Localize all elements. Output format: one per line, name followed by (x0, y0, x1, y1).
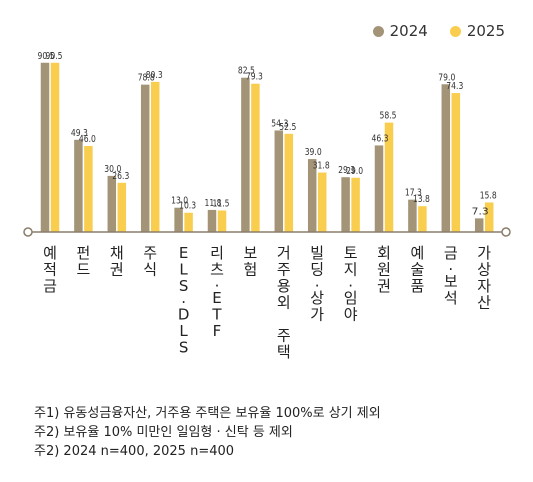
value-label-2024-9: 29.3 (338, 165, 355, 176)
value-label-2024-3: 78.8 (138, 73, 155, 84)
category-label-5: 리 츠 · E T F (210, 244, 224, 340)
value-label-2024-4: 13.0 (171, 196, 188, 207)
bar-2024-3 (140, 84, 150, 232)
category-label-12: 금 · 보 석 (444, 244, 458, 307)
category-label-9: 토 지 · 임 야 (344, 244, 358, 324)
value-label-2024-10: 46.3 (372, 133, 389, 144)
footnote-1: 주1) 유동성금융자산, 거주용 주택은 보유율 100%로 상기 제외 (34, 406, 381, 421)
value-label-2025-0: 90.5 (46, 51, 63, 62)
value-label-2024-7: 54.3 (271, 118, 288, 129)
bar-2025-2 (117, 182, 127, 232)
footnotes: 주1) 유동성금융자산, 거주용 주택은 보유율 100%로 상기 제외 주2)… (34, 404, 381, 461)
value-label-2024-11: 17.3 (405, 188, 422, 199)
bar-2025-4 (184, 212, 193, 232)
bar-2025-5 (217, 210, 227, 233)
value-label-2024-12: 79.0 (438, 72, 455, 83)
legend-swatch-2024 (372, 25, 384, 37)
category-label-8: 빌 딩 · 상 가 (310, 244, 324, 324)
bar-2025-3 (150, 81, 160, 232)
bar-2025-6 (251, 83, 260, 233)
bar-2024-0 (40, 62, 50, 233)
bar-2024-8 (307, 159, 317, 232)
legend-item-2025: 2025 (449, 22, 505, 40)
footnote-2: 주2) 보유율 10% 미만인 일임형 · 신탁 등 제외 (34, 425, 293, 440)
bar-2024-6 (241, 77, 250, 232)
bar-2024-9 (341, 177, 350, 232)
value-label-2025-2: 26.3 (112, 171, 129, 182)
bar-2025-11 (418, 206, 427, 232)
bar-2025-8 (317, 172, 327, 232)
value-label-2025-7: 52.5 (279, 122, 296, 133)
category-label-4: E L S · D L S (178, 244, 190, 357)
bar-2025-10 (384, 122, 394, 232)
bar-2025-12 (451, 93, 461, 232)
bar-2024-2 (107, 175, 117, 232)
value-label-2025-5: 11.5 (213, 199, 230, 210)
value-label-2024-2: 30.0 (104, 164, 121, 175)
value-label-2024-0: 90.5 (38, 51, 55, 62)
value-label-2025-12: 74.3 (446, 81, 463, 92)
value-label-2025-8: 31.8 (313, 161, 330, 172)
value-label-2025-4: 10.3 (179, 201, 196, 212)
value-label-2025-6: 79.3 (246, 72, 263, 83)
chart-legend: 2024 2025 (372, 22, 505, 40)
bar-2025-0 (50, 62, 60, 233)
bar-2024-12 (441, 84, 451, 233)
value-label-2025-3: 80.3 (146, 70, 163, 81)
legend-label-2025: 2025 (466, 22, 505, 40)
value-label-2025-11: 13.8 (413, 194, 430, 205)
axis-left-cap (23, 227, 33, 237)
bar-2025-7 (284, 133, 294, 232)
value-label-2025-13: 15.8 (480, 190, 497, 201)
bar-chart: 90.590.5 49.346.0 30.026.3 78.880.3 13.010.3… (23, 51, 511, 361)
bar-2025-13 (484, 202, 494, 232)
value-label-2024-1: 49.3 (71, 128, 88, 139)
bar-2024-13 (474, 218, 484, 232)
legend-item-2024: 2024 (372, 22, 428, 40)
bar-2024-7 (274, 130, 284, 232)
bar-2025-9 (351, 177, 360, 232)
legend-label-2024: 2024 (389, 22, 428, 40)
value-label-2025-10: 58.5 (380, 111, 397, 122)
bar-2024-5 (207, 209, 217, 232)
bar-2024-4 (174, 207, 183, 232)
value-label-2024-8: 39.0 (305, 147, 322, 158)
value-label-2025-9: 29.0 (346, 166, 363, 177)
value-label-2024-5: 11.8 (205, 198, 222, 209)
value-label-2024-6: 82.5 (238, 66, 255, 77)
axis-right-cap (501, 227, 511, 237)
legend-swatch-2025 (449, 25, 461, 37)
bar-2025-1 (84, 145, 93, 232)
value-label-2024-13: 7.3 (472, 206, 489, 217)
bar-2024-11 (408, 199, 417, 232)
footnote-3: 주2) 2024 n=400, 2025 n=400 (34, 444, 235, 459)
bar-2024-10 (374, 145, 384, 232)
bar-2024-1 (74, 139, 83, 232)
value-label-2025-1: 46.0 (79, 134, 96, 145)
